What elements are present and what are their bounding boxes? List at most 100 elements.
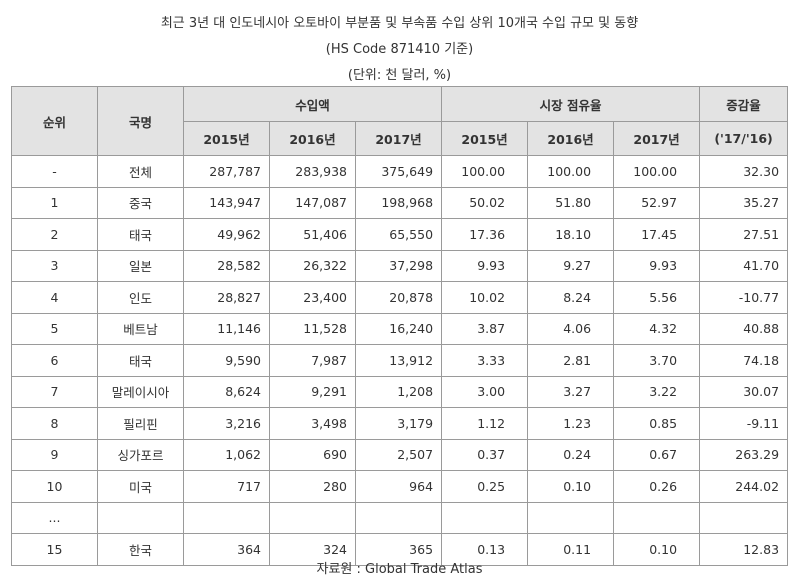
cell-s2017: 0.67 bbox=[613, 438, 701, 471]
cell-v2017: 375,649 bbox=[354, 155, 443, 188]
cell-v2016: 283,938 bbox=[269, 155, 356, 188]
header-year: 2017년 bbox=[354, 121, 443, 156]
cell-s2017: 4.32 bbox=[613, 312, 701, 345]
cell-rank: 15 bbox=[11, 533, 98, 566]
cell-v2015: 143,947 bbox=[183, 186, 270, 219]
cell-s2016 bbox=[527, 501, 615, 534]
cell-v2017: 964 bbox=[354, 470, 443, 503]
cell-s2015: 3.33 bbox=[441, 344, 529, 377]
cell-v2016: 280 bbox=[269, 470, 356, 503]
cell-change: 32.30 bbox=[699, 155, 789, 188]
cell-s2016: 2.81 bbox=[527, 344, 615, 377]
cell-country: 전체 bbox=[97, 155, 184, 188]
cell-country: 말레이시아 bbox=[97, 375, 184, 408]
cell-v2016: 11,528 bbox=[269, 312, 356, 345]
cell-change: 263.29 bbox=[699, 438, 789, 471]
cell-v2015: 49,962 bbox=[183, 218, 270, 251]
cell-s2016: 0.10 bbox=[527, 470, 615, 503]
header-year: 2016년 bbox=[269, 121, 356, 156]
cell-rank: 8 bbox=[11, 407, 98, 440]
cell-s2015: 100.00 bbox=[441, 155, 529, 188]
table-row: 15 한국 364 324 365 0.13 0.11 0.10 12.83 bbox=[11, 533, 789, 566]
header-country: 국명 bbox=[97, 86, 184, 156]
cell-v2016: 690 bbox=[269, 438, 356, 471]
cell-v2015: 717 bbox=[183, 470, 270, 503]
cell-v2016: 147,087 bbox=[269, 186, 356, 219]
table-title: 최근 3년 대 인도네시아 오토바이 부분품 및 부속품 수입 상위 10개국 … bbox=[160, 16, 639, 31]
cell-country bbox=[97, 501, 184, 534]
cell-s2017: 0.85 bbox=[613, 407, 701, 440]
cell-country: 싱가포르 bbox=[97, 438, 184, 471]
cell-v2015: 28,582 bbox=[183, 249, 270, 282]
header-year: 2015년 bbox=[183, 121, 270, 156]
cell-s2017: 5.56 bbox=[613, 281, 701, 314]
cell-s2016: 9.27 bbox=[527, 249, 615, 282]
cell-change: 35.27 bbox=[699, 186, 789, 219]
cell-country: 한국 bbox=[97, 533, 184, 566]
table-row: 4 인도 28,827 23,400 20,878 10.02 8.24 5.56 -10.77 bbox=[11, 281, 789, 314]
cell-v2015: 8,624 bbox=[183, 375, 270, 408]
header-year: 2016년 bbox=[527, 121, 615, 156]
cell-s2016: 4.06 bbox=[527, 312, 615, 345]
table-header: 순위 국명 수입액 시장 점유율 증감율 2015년 2016년 2017년 2… bbox=[11, 86, 789, 156]
table-row: 5 베트남 11,146 11,528 16,240 3.87 4.06 4.32 40.88 bbox=[11, 312, 789, 345]
cell-v2017: 1,208 bbox=[354, 375, 443, 408]
cell-rank: 3 bbox=[11, 249, 98, 282]
cell-rank: ... bbox=[11, 501, 98, 534]
cell-v2015: 3,216 bbox=[183, 407, 270, 440]
cell-v2015 bbox=[183, 501, 270, 534]
cell-s2016: 0.24 bbox=[527, 438, 615, 471]
cell-v2015: 1,062 bbox=[183, 438, 270, 471]
cell-v2017: 198,968 bbox=[354, 186, 443, 219]
table-subtitle: (HS Code 871410 기준) bbox=[325, 42, 474, 57]
cell-country: 인도 bbox=[97, 281, 184, 314]
cell-v2017: 2,507 bbox=[354, 438, 443, 471]
cell-v2017: 3,179 bbox=[354, 407, 443, 440]
header-market-share: 시장 점유율 bbox=[441, 86, 701, 122]
cell-v2017 bbox=[354, 501, 443, 534]
cell-s2016: 18.10 bbox=[527, 218, 615, 251]
import-table: 순위 국명 수입액 시장 점유율 증감율 2015년 2016년 2017년 2… bbox=[11, 86, 789, 566]
cell-v2016 bbox=[269, 501, 356, 534]
cell-v2017: 65,550 bbox=[354, 218, 443, 251]
cell-country: 미국 bbox=[97, 470, 184, 503]
cell-change bbox=[699, 501, 789, 534]
cell-v2015: 11,146 bbox=[183, 312, 270, 345]
cell-v2015: 287,787 bbox=[183, 155, 270, 188]
cell-s2017: 9.93 bbox=[613, 249, 701, 282]
cell-s2016: 8.24 bbox=[527, 281, 615, 314]
cell-v2015: 9,590 bbox=[183, 344, 270, 377]
header-rank: 순위 bbox=[11, 86, 98, 156]
table-row: 10 미국 717 280 964 0.25 0.10 0.26 244.02 bbox=[11, 470, 789, 503]
table-row: 6 태국 9,590 7,987 13,912 3.33 2.81 3.70 74.18 bbox=[11, 344, 789, 377]
source-note: 자료원 : Global Trade Atlas bbox=[316, 562, 483, 577]
cell-s2015: 17.36 bbox=[441, 218, 529, 251]
cell-rank: 6 bbox=[11, 344, 98, 377]
cell-s2017 bbox=[613, 501, 701, 534]
cell-change: 41.70 bbox=[699, 249, 789, 282]
cell-change: 27.51 bbox=[699, 218, 789, 251]
cell-v2016: 26,322 bbox=[269, 249, 356, 282]
table-row: 7 말레이시아 8,624 9,291 1,208 3.00 3.27 3.22 30.07 bbox=[11, 375, 789, 408]
cell-rank: 10 bbox=[11, 470, 98, 503]
header-change-period: ('17/'16) bbox=[699, 121, 789, 156]
cell-change: -9.11 bbox=[699, 407, 789, 440]
cell-s2015: 3.00 bbox=[441, 375, 529, 408]
cell-rank: 5 bbox=[11, 312, 98, 345]
cell-v2017: 365 bbox=[354, 533, 443, 566]
cell-change: 30.07 bbox=[699, 375, 789, 408]
cell-country: 중국 bbox=[97, 186, 184, 219]
cell-rank: 1 bbox=[11, 186, 98, 219]
cell-s2017: 3.70 bbox=[613, 344, 701, 377]
table-row: 1 중국 143,947 147,087 198,968 50.02 51.80 52.97 3… bbox=[11, 186, 789, 219]
cell-rank: - bbox=[11, 155, 98, 188]
cell-country: 태국 bbox=[97, 344, 184, 377]
cell-v2016: 9,291 bbox=[269, 375, 356, 408]
table-row: 9 싱가포르 1,062 690 2,507 0.37 0.24 0.67 263.29 bbox=[11, 438, 789, 471]
cell-v2015: 28,827 bbox=[183, 281, 270, 314]
cell-s2017: 52.97 bbox=[613, 186, 701, 219]
cell-s2015: 1.12 bbox=[441, 407, 529, 440]
header-import-value: 수입액 bbox=[182, 86, 443, 122]
cell-v2016: 324 bbox=[269, 533, 356, 566]
header-year: 2017년 bbox=[613, 121, 701, 156]
